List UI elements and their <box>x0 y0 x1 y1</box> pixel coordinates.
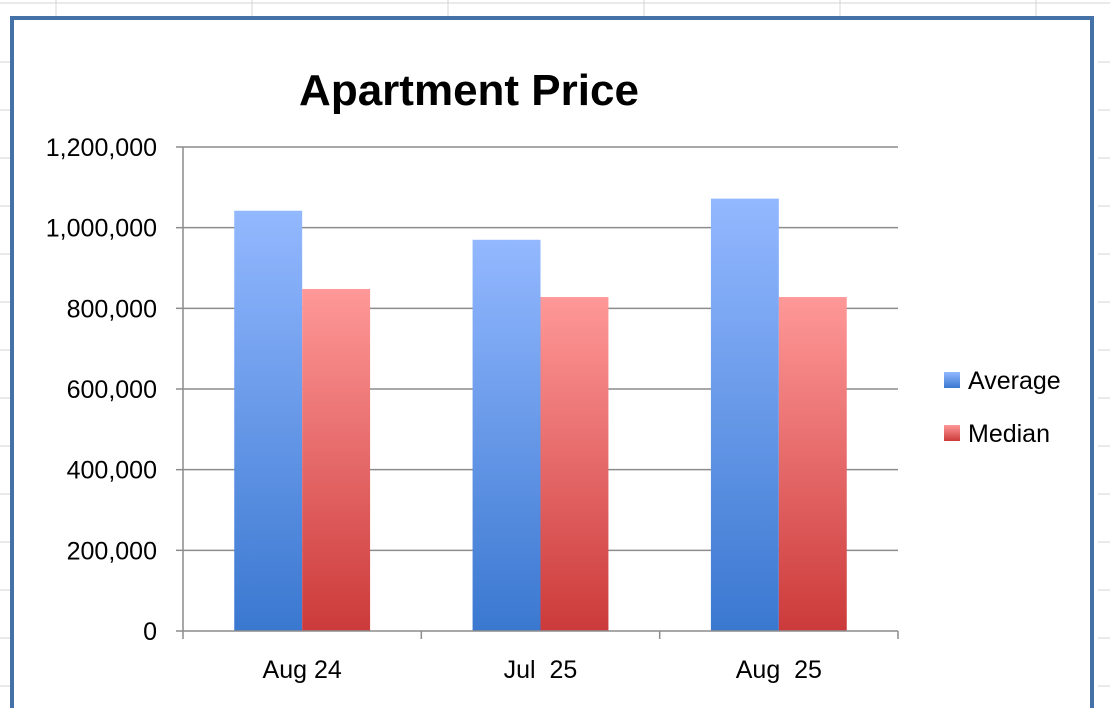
y-tick-label: 1,200,000 <box>46 134 157 162</box>
bar-median-2[interactable] <box>778 297 847 631</box>
x-tick-label: Aug 25 <box>736 656 822 684</box>
bar-average-1[interactable] <box>472 239 541 631</box>
bar-average-0[interactable] <box>234 210 303 631</box>
axes: 0 200,000 400,000 600,000 800,000 1,000,000 1,… <box>46 134 899 684</box>
x-tick-label: Jul 25 <box>504 656 578 684</box>
legend-label-median: Median <box>968 420 1050 448</box>
y-tick-label: 400,000 <box>67 457 157 485</box>
legend: Average Median <box>944 367 1061 448</box>
y-tick-label: 800,000 <box>67 295 157 323</box>
y-tick-label: 1,000,000 <box>46 215 157 243</box>
legend-swatch-median <box>944 425 960 441</box>
chart-container[interactable]: Apartment Price 0 200,000 400,000 600,000 80… <box>10 16 1094 708</box>
bar-median-0[interactable] <box>302 288 371 631</box>
legend-label-average: Average <box>968 367 1061 395</box>
bar-average-2[interactable] <box>710 198 779 632</box>
bars <box>234 198 847 632</box>
y-tick-label: 600,000 <box>67 376 157 404</box>
y-tick-label: 0 <box>143 618 157 646</box>
legend-swatch-average <box>944 372 960 388</box>
x-tick-label: Aug 24 <box>263 656 342 684</box>
chart-title: Apartment Price <box>299 66 639 115</box>
bar-median-1[interactable] <box>540 297 609 631</box>
y-tick-label: 200,000 <box>67 537 157 565</box>
bar-chart: Apartment Price 0 200,000 400,000 600,000 80… <box>46 66 1061 684</box>
